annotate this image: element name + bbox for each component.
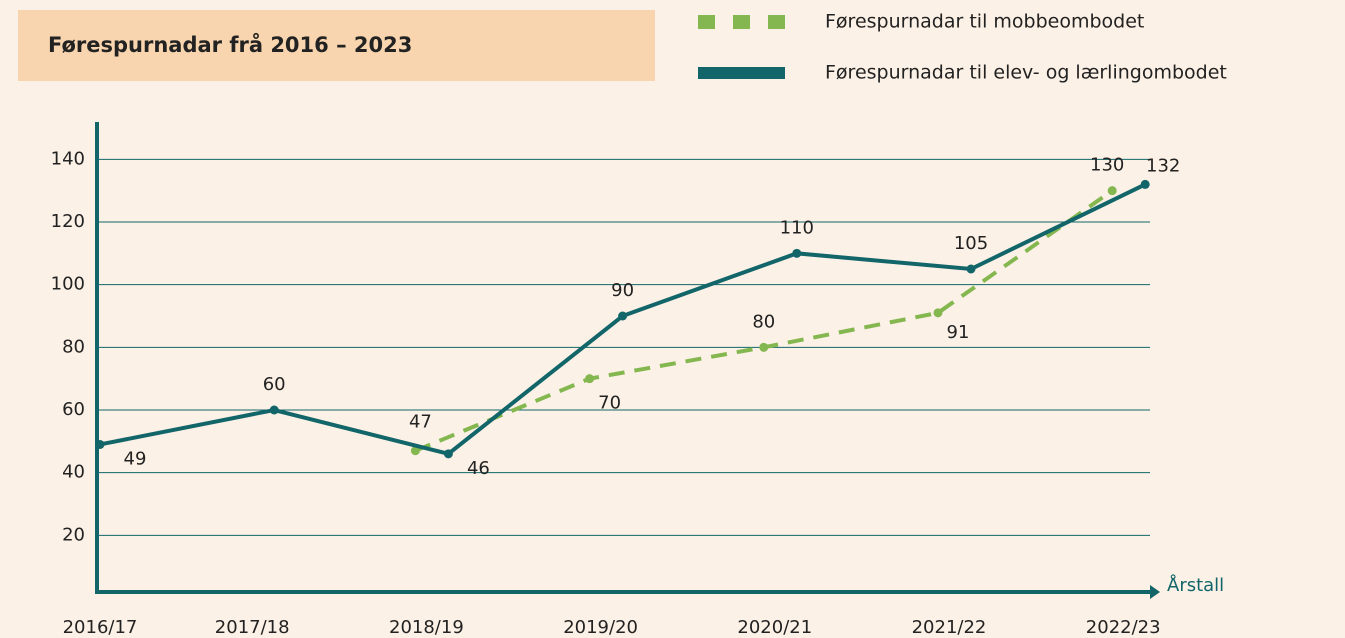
data-point bbox=[269, 405, 279, 415]
data-point bbox=[966, 264, 976, 274]
data-point bbox=[792, 248, 802, 258]
x-tick-label: 2018/19 bbox=[389, 617, 464, 638]
x-axis-arrow bbox=[1150, 585, 1160, 599]
data-point bbox=[443, 449, 453, 459]
data-label: 46 bbox=[467, 458, 490, 479]
data-point bbox=[933, 308, 943, 318]
x-tick-label: 2017/18 bbox=[215, 617, 290, 638]
x-tick-label: 2019/20 bbox=[563, 617, 638, 638]
legend-label: Førespurnadar til mobbeombodet bbox=[825, 11, 1144, 33]
data-label: 80 bbox=[752, 311, 775, 332]
data-point bbox=[410, 446, 420, 456]
x-tick-label: 2022/23 bbox=[1086, 617, 1161, 638]
chart-title: Førespurnadar frå 2016 – 2023 bbox=[48, 32, 412, 57]
y-tick-label: 140 bbox=[51, 148, 85, 169]
data-label: 60 bbox=[263, 374, 286, 395]
data-label: 90 bbox=[611, 280, 634, 301]
data-label: 105 bbox=[954, 233, 988, 254]
legend-label: Førespurnadar til elev- og lærlingombode… bbox=[825, 62, 1227, 84]
x-tick-label: 2020/21 bbox=[737, 617, 812, 638]
data-point bbox=[95, 439, 105, 449]
x-tick-label: 2021/22 bbox=[912, 617, 987, 638]
y-tick-label: 120 bbox=[51, 211, 85, 232]
title-box bbox=[18, 10, 655, 81]
data-label: 91 bbox=[947, 322, 970, 343]
data-point bbox=[1107, 186, 1117, 196]
y-tick-label: 100 bbox=[51, 274, 85, 295]
y-tick-label: 60 bbox=[62, 399, 85, 420]
data-label: 132 bbox=[1146, 155, 1180, 176]
y-tick-label: 40 bbox=[62, 462, 85, 483]
data-label: 49 bbox=[124, 448, 147, 469]
x-tick-label: 2016/17 bbox=[63, 617, 138, 638]
y-tick-label: 20 bbox=[62, 524, 85, 545]
x-axis-label: Årstall bbox=[1167, 574, 1224, 596]
data-label: 110 bbox=[780, 217, 814, 238]
data-point bbox=[585, 374, 595, 384]
data-label: 70 bbox=[598, 393, 621, 414]
data-label: 130 bbox=[1090, 155, 1124, 176]
data-point bbox=[618, 311, 628, 321]
data-point bbox=[759, 342, 769, 352]
data-label: 47 bbox=[409, 412, 432, 433]
data-point bbox=[1140, 179, 1150, 189]
y-tick-label: 80 bbox=[62, 336, 85, 357]
